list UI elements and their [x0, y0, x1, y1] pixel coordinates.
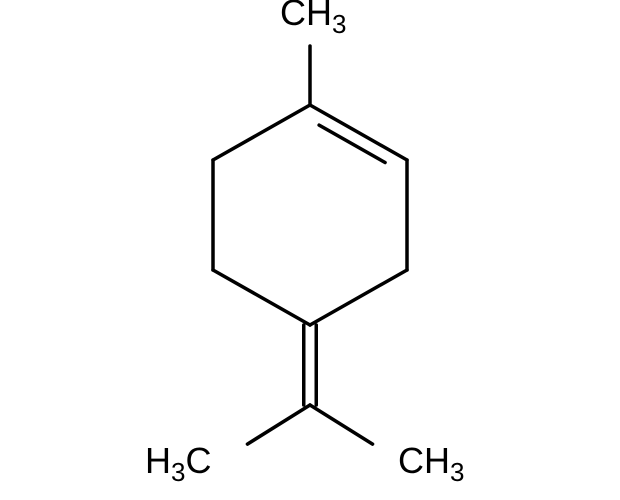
molecule-canvas: [0, 0, 620, 500]
label-bottom-right-ch3: CH3: [398, 440, 464, 482]
label-bottom-left-h3c: H3C: [145, 440, 211, 482]
label-top-ch3: CH3: [280, 0, 346, 34]
